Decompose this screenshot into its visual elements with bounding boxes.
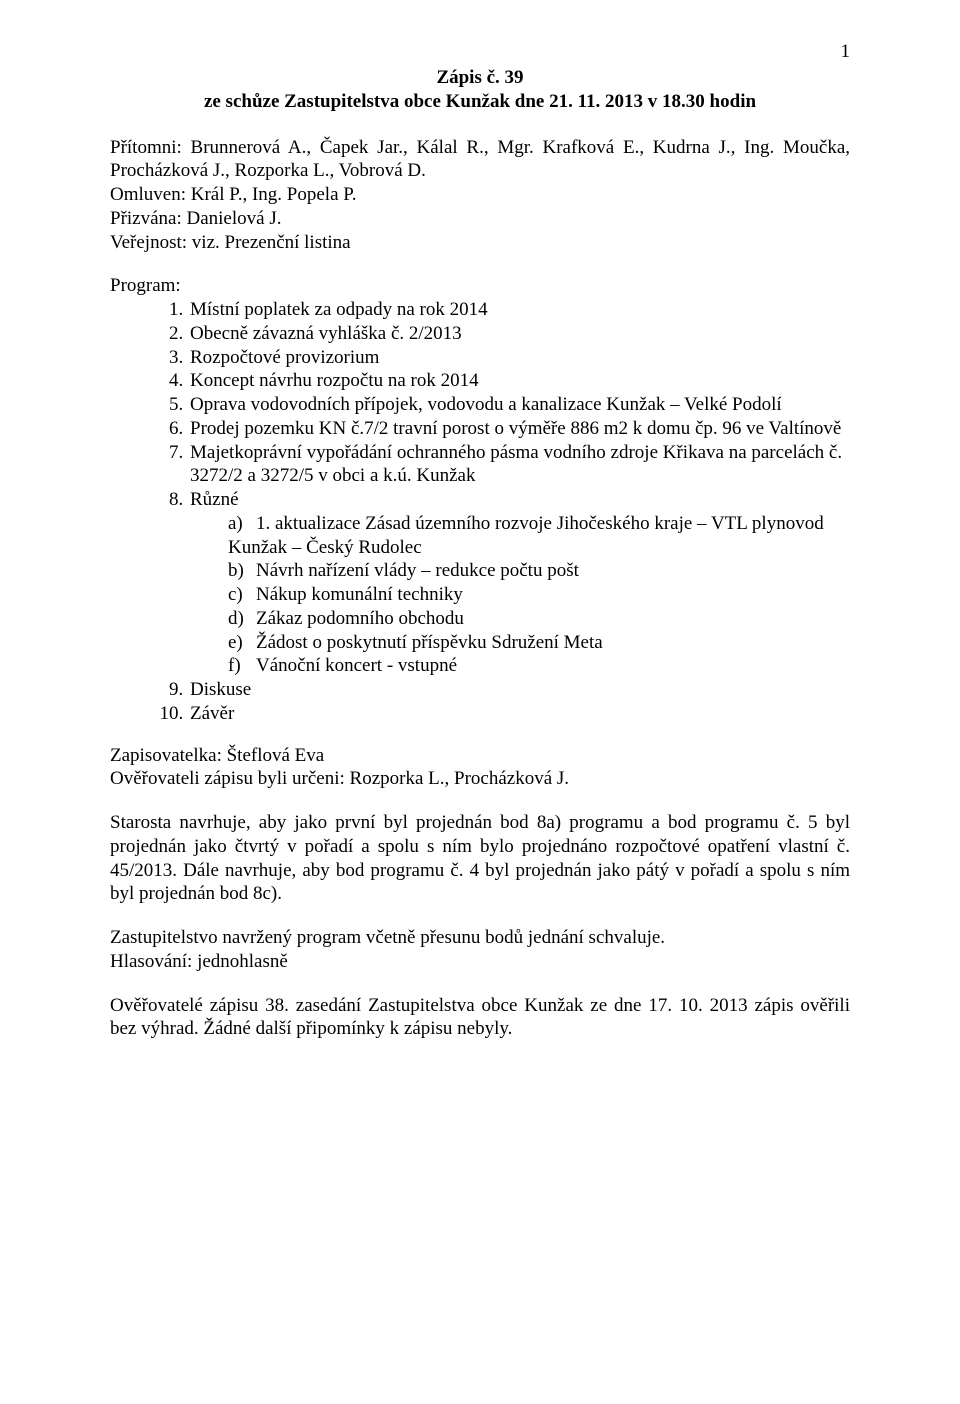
attendance-excused: Omluven: Král P., Ing. Popela P.	[110, 183, 850, 207]
program-item: Majetkoprávní vypořádání ochranného pásm…	[188, 441, 850, 489]
program-item: Rozpočtové provizorium	[188, 346, 850, 370]
program-item: Diskuse	[188, 678, 850, 702]
verifiers: Ověřovateli zápisu byli určeni: Rozporka…	[110, 767, 850, 791]
present-text: Brunnerová A., Čapek Jar., Kálal R., Mgr…	[110, 137, 850, 182]
program-subitem: b)Návrh nařízení vlády – redukce počtu p…	[228, 559, 850, 583]
document-page: 1 Zápis č. 39 ze schůze Zastupitelstva o…	[0, 0, 960, 1404]
subitem-marker: b)	[228, 559, 256, 583]
approval-text: Zastupitelstvo navržený program včetně p…	[110, 926, 850, 950]
program-item: Různé a)1. aktualizace Zásad územního ro…	[188, 488, 850, 678]
program-subitem: c)Nákup komunální techniky	[228, 583, 850, 607]
voting-text: Hlasování: jednohlasně	[110, 950, 850, 974]
subitem-text: 1. aktualizace Zásad územního rozvoje Ji…	[228, 513, 824, 558]
subitem-text: Zákaz podomního obchodu	[256, 608, 464, 629]
doc-title-line2: ze schůze Zastupitelstva obce Kunžak dne…	[110, 90, 850, 114]
subitem-text: Nákup komunální techniky	[256, 584, 463, 605]
subitem-text: Návrh nařízení vlády – redukce počtu poš…	[256, 560, 579, 581]
subitem-text: Vánoční koncert - vstupné	[256, 655, 457, 676]
program-subitem: e)Žádost o poskytnutí příspěvku Sdružení…	[228, 631, 850, 655]
program-subitem: d)Zákaz podomního obchodu	[228, 607, 850, 631]
subitem-marker: d)	[228, 607, 256, 631]
program-sublist: a)1. aktualizace Zásad územního rozvoje …	[228, 512, 850, 678]
approval-block: Zastupitelstvo navržený program včetně p…	[110, 926, 850, 974]
program-item: Koncept návrhu rozpočtu na rok 2014	[188, 369, 850, 393]
attendance-block: Přítomni: Brunnerová A., Čapek Jar., Kál…	[110, 136, 850, 255]
recorder: Zapisovatelka: Šteflová Eva	[110, 744, 850, 768]
mayor-proposal: Starosta navrhuje, aby jako první byl pr…	[110, 811, 850, 906]
subitem-marker: a)	[228, 512, 256, 536]
program-item: Prodej pozemku KN č.7/2 travní porost o …	[188, 417, 850, 441]
subitem-marker: f)	[228, 654, 256, 678]
program-item: Místní poplatek za odpady na rok 2014	[188, 298, 850, 322]
program-subitem: a)1. aktualizace Zásad územního rozvoje …	[228, 512, 850, 560]
present-label: Přítomni:	[110, 137, 182, 158]
program-item-label: Různé	[190, 489, 239, 510]
subitem-marker: c)	[228, 583, 256, 607]
attendance-public: Veřejnost: viz. Prezenční listina	[110, 231, 850, 255]
program-subitem: f)Vánoční koncert - vstupné	[228, 654, 850, 678]
program-item: Oprava vodovodních přípojek, vodovodu a …	[188, 393, 850, 417]
program-item: Závěr	[188, 702, 850, 726]
program-label: Program:	[110, 274, 850, 298]
program-item: Obecně závazná vyhláška č. 2/2013	[188, 322, 850, 346]
subitem-text: Žádost o poskytnutí příspěvku Sdružení M…	[256, 632, 603, 653]
attendance-invited: Přizvána: Danielová J.	[110, 207, 850, 231]
program-list: Místní poplatek za odpady na rok 2014 Ob…	[162, 298, 850, 726]
page-number: 1	[841, 40, 851, 64]
verification-text: Ověřovatelé zápisu 38. zasedání Zastupit…	[110, 994, 850, 1042]
doc-title-line1: Zápis č. 39	[110, 66, 850, 90]
subitem-marker: e)	[228, 631, 256, 655]
attendance-present: Přítomni: Brunnerová A., Čapek Jar., Kál…	[110, 136, 850, 184]
signers-block: Zapisovatelka: Šteflová Eva Ověřovateli …	[110, 744, 850, 792]
